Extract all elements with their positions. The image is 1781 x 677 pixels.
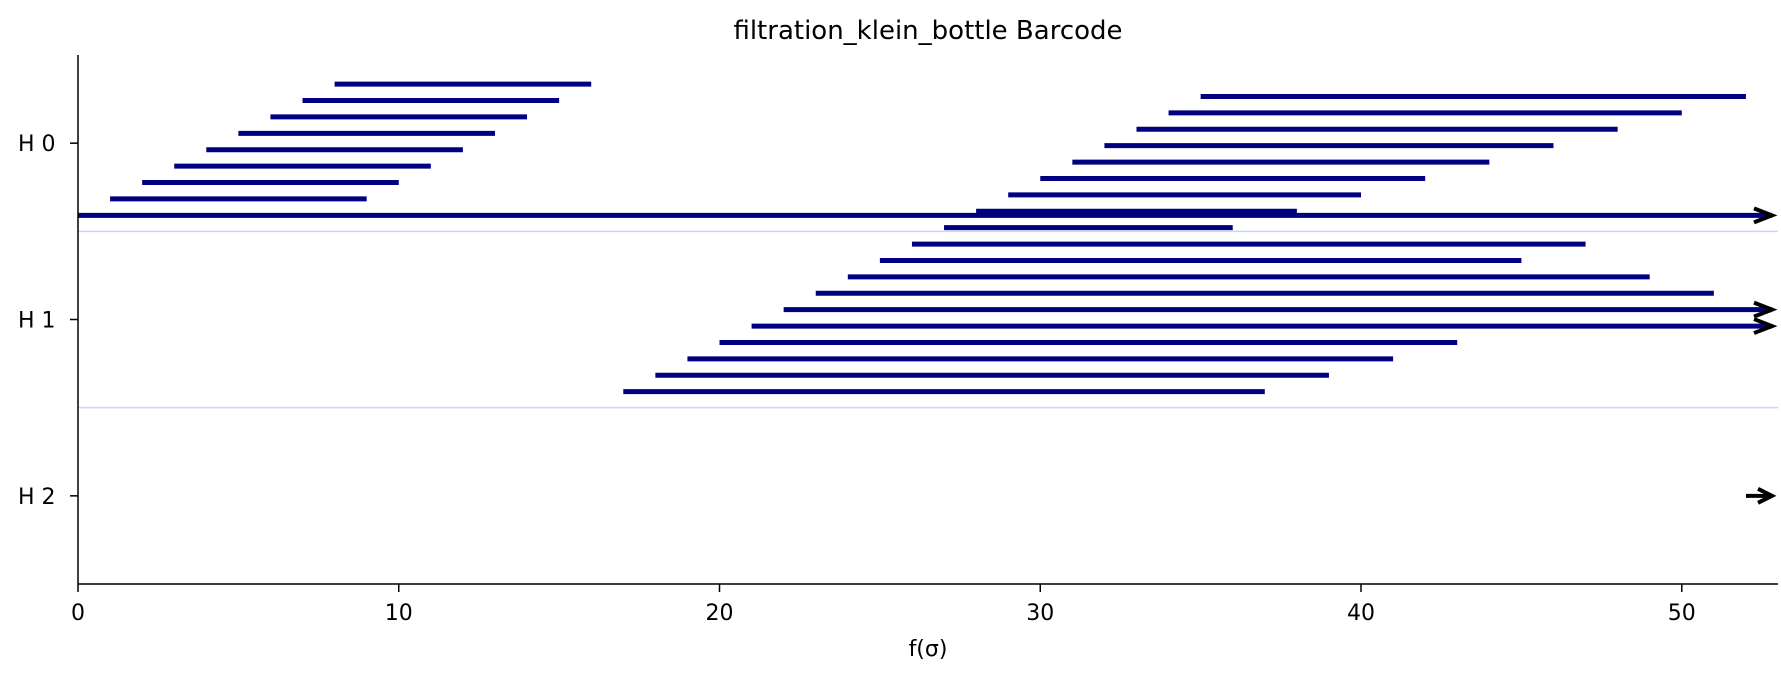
x-tick-label: 0 xyxy=(71,601,85,626)
infinity-arrow xyxy=(1757,487,1777,505)
infinity-arrow xyxy=(1753,317,1778,335)
x-tick-label: 10 xyxy=(385,601,413,626)
x-tick-label: 50 xyxy=(1668,601,1696,626)
infinity-arrow xyxy=(1753,206,1778,225)
x-tick-label: 40 xyxy=(1347,601,1375,626)
infinity-arrow xyxy=(1753,300,1778,319)
x-tick-label: 20 xyxy=(706,601,734,626)
y-tick-label: H 1 xyxy=(18,309,56,334)
x-axis-label: f(σ) xyxy=(909,637,948,662)
x-tick-label: 30 xyxy=(1026,601,1054,626)
y-tick-label: H 2 xyxy=(18,485,56,510)
x-axis: 0 10 20 30 40 50 xyxy=(71,583,1778,626)
chart-title: filtration_klein_bottle Barcode xyxy=(733,16,1122,46)
group-separators xyxy=(78,230,1778,409)
y-tick-label: H 0 xyxy=(18,132,56,157)
bars-layer xyxy=(78,81,1772,498)
y-axis: H 0 H 1 H 2 xyxy=(18,55,79,584)
infinite-arrows-layer xyxy=(1753,206,1778,505)
